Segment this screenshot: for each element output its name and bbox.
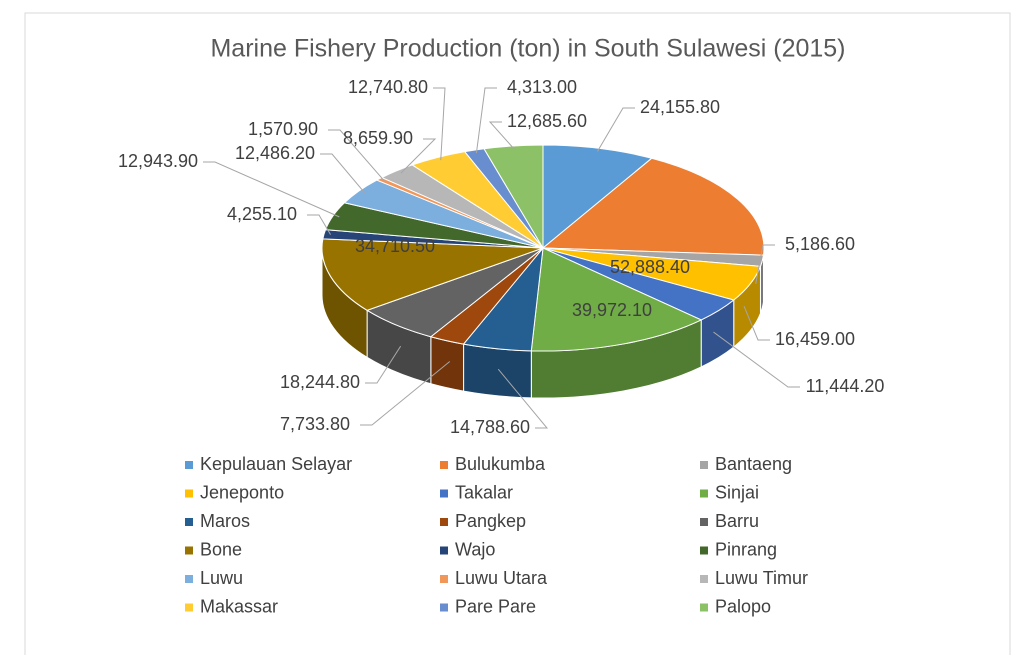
legend-label: Luwu Timur [715, 568, 808, 588]
legend-swatch [440, 461, 448, 469]
data-label: 4,313.00 [507, 77, 577, 97]
legend-swatch [185, 518, 193, 526]
slice [321, 238, 544, 311]
legend-label: Palopo [715, 596, 771, 616]
legend-swatch [185, 575, 193, 583]
legend-swatch [700, 575, 708, 583]
chart-title: Marine Fishery Production (ton) in South… [210, 35, 845, 63]
data-label: 24,155.80 [640, 97, 720, 117]
legend-label: Luwu Utara [455, 568, 548, 588]
legend-label: Jeneponto [200, 482, 284, 502]
leader-line [433, 87, 446, 161]
leader-line [365, 345, 402, 384]
legend-swatch [700, 518, 708, 526]
data-label: 5,186.60 [785, 234, 855, 254]
leader-line [713, 331, 800, 388]
legend-swatch [185, 546, 193, 555]
legend-label: Sinjai [715, 482, 759, 502]
legend-swatch [700, 461, 708, 469]
legend-label: Bulukumba [455, 454, 546, 474]
data-label: 4,255.10 [227, 204, 297, 224]
legend-label: Barru [715, 511, 759, 531]
legend-swatch [185, 489, 193, 498]
data-label: 8,659.90 [343, 128, 413, 148]
leader-line [497, 368, 549, 429]
legend-swatch [440, 575, 448, 583]
legend-label: Takalar [455, 482, 513, 502]
legend-swatch [440, 489, 448, 498]
leader-line [475, 87, 497, 154]
slice [483, 144, 544, 250]
data-label: 16,459.00 [775, 329, 855, 349]
leader-line [488, 121, 515, 150]
legend-swatch [700, 546, 708, 555]
data-label: 7,733.80 [280, 414, 350, 434]
data-label: 18,244.80 [280, 372, 360, 392]
data-label: 12,486.20 [235, 143, 315, 163]
legend-label: Bone [200, 539, 242, 559]
legend-label: Makassar [200, 596, 278, 616]
leader-line [328, 129, 385, 182]
data-label: 1,570.90 [248, 119, 318, 139]
data-label: 34,710.50 [355, 236, 435, 256]
data-label: 14,788.60 [450, 417, 530, 437]
legend-label: Pangkep [455, 511, 526, 531]
data-label: 39,972.10 [572, 300, 652, 320]
data-label: 11,444.20 [806, 376, 885, 396]
legend-label: Bantaeng [715, 454, 792, 474]
leader-line [755, 244, 775, 284]
leader-line [360, 361, 451, 426]
data-label: 12,685.60 [507, 111, 587, 131]
legend-swatch [700, 603, 708, 612]
data-label: 52,888.40 [610, 257, 690, 277]
legend-label: Luwu [200, 568, 243, 588]
legend-label: Pare Pare [455, 596, 536, 616]
leader-line [597, 107, 635, 152]
legend-swatch [440, 518, 448, 526]
leader-line [307, 214, 331, 235]
leader-line [320, 153, 365, 193]
data-label: 12,943.90 [118, 151, 198, 171]
slice-side [463, 343, 532, 399]
legend-swatch [700, 489, 708, 498]
leader-line [400, 138, 437, 174]
legend-label: Maros [200, 511, 250, 531]
legend-swatch [185, 461, 193, 469]
data-label: 12,740.80 [348, 77, 428, 97]
legend-swatch [440, 603, 448, 612]
slice [530, 247, 703, 352]
legend-swatch [185, 603, 193, 612]
legend-label: Wajo [455, 539, 495, 559]
legend-swatch [440, 546, 448, 555]
leader-line [203, 161, 340, 218]
legend-label: Pinrang [715, 539, 777, 559]
leader-line [743, 305, 770, 341]
legend-label: Kepulauan Selayar [200, 454, 352, 474]
slice [541, 157, 765, 256]
